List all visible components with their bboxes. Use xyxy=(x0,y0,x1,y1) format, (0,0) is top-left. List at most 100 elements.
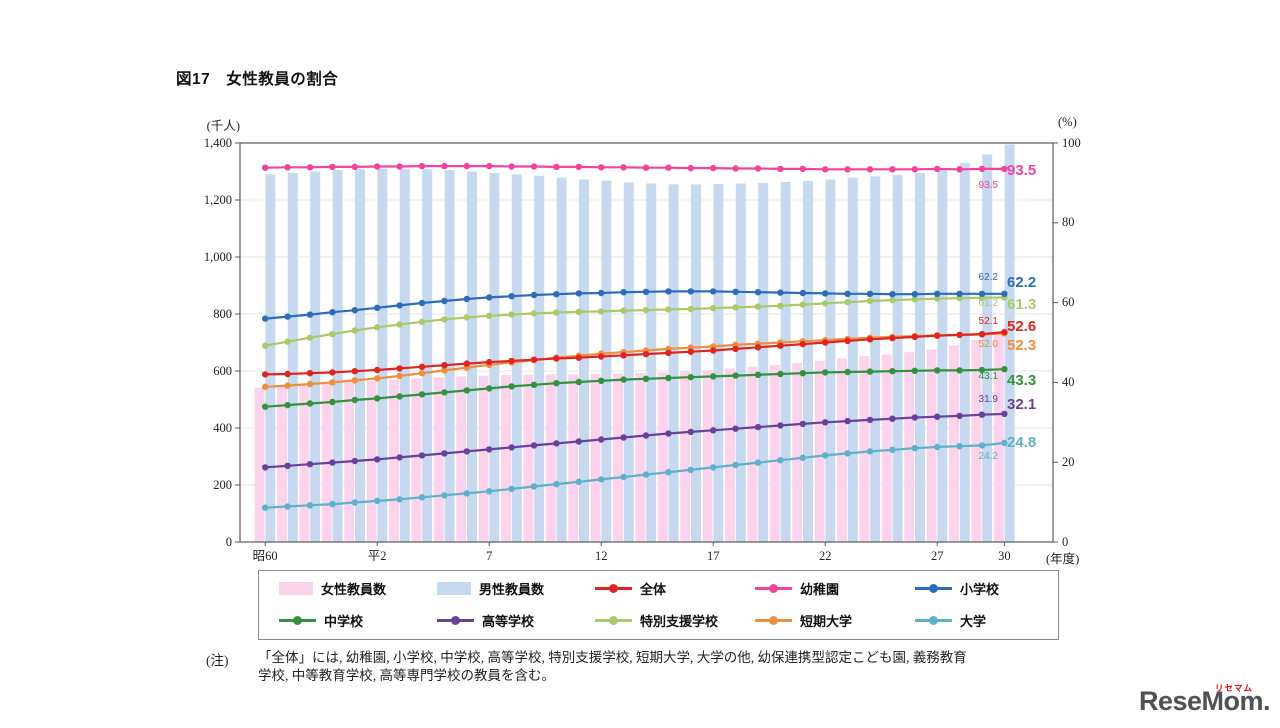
series-marker-zentai xyxy=(822,339,829,346)
series-marker-kotogakko xyxy=(934,413,941,420)
series-marker-shogakko xyxy=(620,289,627,296)
bar-male xyxy=(915,172,925,543)
bar-male xyxy=(489,172,500,543)
series-marker-zentai xyxy=(978,330,986,338)
series-marker-shogakko xyxy=(911,291,918,298)
series-marker-tandai xyxy=(262,383,269,390)
series-marker-shogakko xyxy=(889,291,896,298)
bar-female xyxy=(254,387,265,542)
series-marker-daigaku xyxy=(351,499,358,506)
bar-female xyxy=(702,370,713,542)
bar-male xyxy=(623,182,634,542)
legend-dot xyxy=(769,615,778,625)
right-axis-tick: 0 xyxy=(1062,534,1069,549)
end-label-zentai: 52.6 xyxy=(1007,318,1037,335)
x-axis-tick: 30 xyxy=(998,549,1011,563)
series-marker-chugakko xyxy=(463,387,470,394)
series-marker-daigaku xyxy=(978,442,986,449)
legend-label: 大学 xyxy=(960,613,987,629)
series-marker-shogakko xyxy=(575,290,582,297)
series-marker-shogakko xyxy=(262,315,269,322)
legend-swatch-line xyxy=(915,581,952,596)
series-marker-chugakko xyxy=(351,396,358,404)
series-marker-zentai xyxy=(754,344,762,351)
series-marker-daigaku xyxy=(665,469,672,476)
series-marker-daigaku xyxy=(418,494,426,501)
series-marker-shogakko xyxy=(754,289,762,296)
x-axis-tick: 17 xyxy=(706,549,720,563)
series-marker-daigaku xyxy=(1001,439,1008,447)
legend-dot xyxy=(609,583,618,593)
series-marker-daigaku xyxy=(598,476,605,483)
series-marker-tokubetsu xyxy=(844,299,851,306)
series-marker-daigaku xyxy=(754,459,762,466)
series-marker-zentai xyxy=(441,362,448,369)
series-marker-yochien xyxy=(306,164,314,171)
prev-label-chugakko: 43.1 xyxy=(978,371,998,382)
series-marker-yochien xyxy=(934,165,941,173)
bar-female xyxy=(613,373,623,542)
series-marker-daigaku xyxy=(642,471,650,478)
series-marker-tokubetsu xyxy=(329,330,336,338)
series-marker-tokubetsu xyxy=(508,311,515,318)
bar-male xyxy=(601,180,612,542)
series-marker-zentai xyxy=(799,340,806,348)
series-marker-tokubetsu xyxy=(956,295,963,302)
bar-male xyxy=(959,162,970,542)
legend-label: 短期大学 xyxy=(800,613,853,629)
series-marker-tokubetsu xyxy=(620,307,627,314)
legend-dot xyxy=(451,615,460,625)
series-marker-shogakko xyxy=(687,288,694,295)
series-marker-zentai xyxy=(866,336,874,343)
end-label-kotogakko: 32.1 xyxy=(1007,396,1037,413)
legend-swatch-line xyxy=(279,613,316,628)
series-marker-chugakko xyxy=(911,367,918,374)
series-marker-kotogakko xyxy=(822,419,829,426)
x-axis-tick: 27 xyxy=(930,549,944,563)
bar-male xyxy=(646,183,657,542)
bar-female xyxy=(971,339,982,542)
series-marker-daigaku xyxy=(822,452,829,459)
x-axis-tick: 12 xyxy=(594,549,608,563)
legend-item-全体: 全体 xyxy=(595,580,666,597)
bar-male xyxy=(1004,144,1015,543)
series-marker-yochien xyxy=(777,165,784,173)
bar-female xyxy=(433,377,444,542)
series-marker-chugakko xyxy=(508,383,515,390)
series-marker-kotogakko xyxy=(396,454,403,461)
series-marker-tokubetsu xyxy=(598,308,605,315)
series-marker-yochien xyxy=(620,164,627,171)
series-marker-kotogakko xyxy=(687,428,694,436)
series-marker-kotogakko xyxy=(284,462,291,469)
legend-item-中学校: 中学校 xyxy=(279,612,363,629)
series-marker-chugakko xyxy=(262,403,269,410)
series-marker-chugakko xyxy=(710,373,717,380)
series-marker-chugakko xyxy=(329,398,336,406)
series-line-daigaku xyxy=(265,441,1005,509)
series-marker-yochien xyxy=(1001,165,1008,173)
series-marker-shogakko xyxy=(396,302,403,309)
series-marker-yochien xyxy=(418,162,426,170)
prev-label-daigaku: 24.2 xyxy=(978,451,998,462)
series-marker-chugakko xyxy=(889,368,896,375)
series-marker-shogakko xyxy=(284,313,291,320)
bar-female xyxy=(366,380,377,542)
series-marker-daigaku xyxy=(620,473,627,481)
legend-dot xyxy=(609,615,618,625)
legend-item-特別支援学校: 特別支援学校 xyxy=(595,612,718,629)
prev-label-yochien: 93.5 xyxy=(978,180,998,191)
end-label-daigaku: 24.8 xyxy=(1007,434,1037,451)
series-marker-kotogakko xyxy=(799,420,806,428)
legend-swatch-line xyxy=(755,613,792,628)
series-marker-kotogakko xyxy=(620,434,627,441)
bar-female xyxy=(590,373,601,542)
end-label-chugakko: 43.3 xyxy=(1007,372,1037,389)
series-marker-kotogakko xyxy=(441,450,448,457)
series-marker-yochien xyxy=(284,164,291,171)
bar-male xyxy=(377,168,388,542)
series-marker-daigaku xyxy=(777,457,784,464)
series-marker-tandai xyxy=(396,372,403,380)
series-marker-kotogakko xyxy=(598,436,605,443)
legend-swatch-line xyxy=(595,581,632,596)
series-marker-shogakko xyxy=(306,311,314,318)
